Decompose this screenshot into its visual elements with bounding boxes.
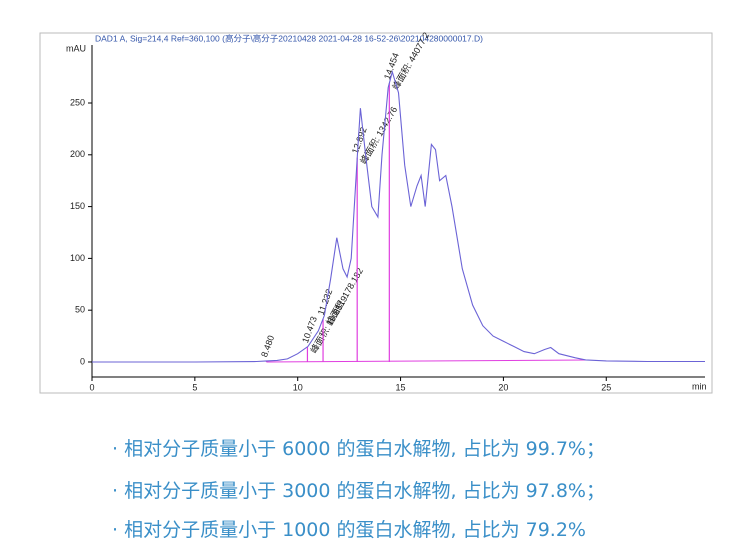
y-tick-label: 200 — [70, 149, 85, 159]
y-tick-label: 50 — [75, 305, 85, 315]
integration-baseline — [266, 359, 586, 363]
x-tick-label: 25 — [601, 382, 611, 392]
y-axis-label: mAU — [66, 43, 86, 53]
note: · 相对分子质量小于 1000 的蛋白水解物, 占比为 79.2% — [112, 519, 586, 541]
x-tick-label: 15 — [396, 382, 406, 392]
chart: DAD1 A, Sig=214,4 Ref=360,100 (高分子\高分子20… — [39, 30, 713, 394]
chart-frame — [39, 32, 713, 394]
y-tick-label: 0 — [80, 356, 85, 366]
x-axis-label: min — [692, 381, 707, 391]
signal-line — [92, 69, 705, 363]
note: · 相对分子质量小于 6000 的蛋白水解物, 占比为 99.7%； — [112, 438, 605, 460]
y-tick-label: 150 — [70, 201, 85, 211]
x-tick-label: 5 — [192, 382, 197, 392]
x-tick-label: 10 — [293, 382, 303, 392]
peak-time-label: 8.480 — [259, 334, 276, 359]
chart-title: DAD1 A, Sig=214,4 Ref=360,100 (高分子\高分子20… — [95, 33, 483, 43]
x-tick-label: 20 — [498, 382, 508, 392]
y-tick-label: 250 — [70, 97, 85, 107]
note: · 相对分子质量小于 3000 的蛋白水解物, 占比为 97.8%； — [112, 480, 605, 502]
y-tick-label: 100 — [70, 253, 85, 263]
x-tick-label: 0 — [89, 382, 94, 392]
